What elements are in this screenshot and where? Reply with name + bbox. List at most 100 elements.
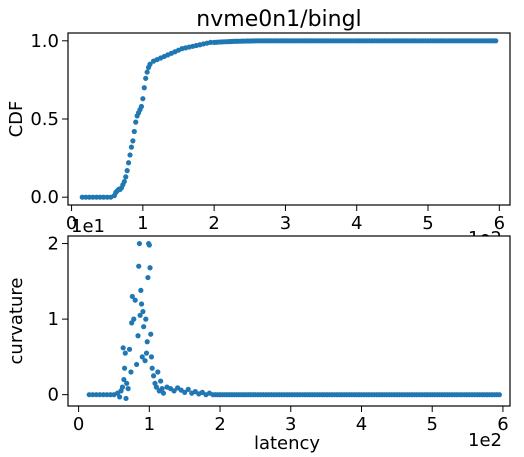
cdf-point xyxy=(251,38,258,44)
cdf-x-tick-label: 5 xyxy=(422,213,433,234)
cdf-point xyxy=(216,39,222,45)
curvature-point xyxy=(137,312,143,318)
cdf-y-tick-label: 0.0 xyxy=(30,187,59,208)
curvature-point xyxy=(299,392,305,398)
curvature-point xyxy=(155,369,161,375)
cdf-point xyxy=(121,178,127,185)
curvature-point xyxy=(145,274,151,281)
cdf-point xyxy=(90,194,96,200)
cdf-point xyxy=(79,194,85,200)
curvature-x-tick-label: 0 xyxy=(73,414,84,435)
curvature-point xyxy=(136,240,143,247)
curvature-x-tick-label: 4 xyxy=(356,414,367,435)
cdf-point xyxy=(223,39,229,45)
curvature-point xyxy=(147,265,153,271)
curvature-point xyxy=(215,392,221,398)
cdf-point xyxy=(133,119,139,125)
curvature-x-tick-label: 2 xyxy=(214,414,225,435)
cdf-point xyxy=(387,38,393,44)
curvature-point xyxy=(150,373,157,379)
cdf-point xyxy=(138,103,145,110)
curvature-x-ticks: 0 1 2 3 4 5 6 xyxy=(73,406,509,435)
curvature-point xyxy=(146,242,152,248)
cdf-y-axis-label: CDF xyxy=(6,101,27,138)
curvature-point xyxy=(356,392,362,398)
curvature-point xyxy=(159,386,165,392)
cdf-x-ticks: 0 1 2 3 4 5 6 xyxy=(66,205,505,234)
cdf-point xyxy=(230,38,236,44)
curvature-point xyxy=(148,331,154,337)
cdf-point xyxy=(266,38,272,44)
cdf-y-tick-label: 1.0 xyxy=(30,31,59,52)
curvature-point xyxy=(158,378,164,384)
curvature-point xyxy=(121,365,128,371)
curvature-y-axis-label: curvature xyxy=(6,278,27,365)
cdf-point xyxy=(124,168,130,174)
curvature-y-tick-label: 1 xyxy=(48,309,59,330)
cdf-point xyxy=(141,85,147,91)
curvature-point xyxy=(153,384,159,390)
curvature-point xyxy=(271,392,277,398)
chart-title: nvme0n1/bingl xyxy=(196,7,361,32)
cdf-point xyxy=(458,38,464,44)
cdf-y-ticks: 0.0 0.5 1.0 xyxy=(30,31,68,208)
cdf-point xyxy=(125,160,132,166)
curvature-y-ticks: 0 1 2 xyxy=(48,234,68,406)
curvature-point xyxy=(125,386,131,392)
curvature-panel: 0 1 2 3 4 5 6 0 1 2 curvature latency 1e2 xyxy=(6,234,511,454)
cdf-point xyxy=(104,194,110,200)
curvature-point xyxy=(124,380,130,386)
cdf-point xyxy=(143,75,149,81)
curvature-point xyxy=(149,365,155,371)
curvature-point xyxy=(138,301,145,307)
curvature-point xyxy=(138,287,144,293)
curvature-point xyxy=(229,392,235,398)
cdf-x-tick-label: 1 xyxy=(137,213,148,234)
cdf-point xyxy=(140,96,146,102)
curvature-point xyxy=(122,350,128,356)
cdf-point xyxy=(93,194,100,200)
cdf-point xyxy=(101,194,107,200)
curvature-point xyxy=(117,394,123,400)
cdf-point xyxy=(490,38,496,44)
curvature-point xyxy=(148,354,155,360)
curvature-point xyxy=(182,389,188,395)
curvature-y-tick-label: 0 xyxy=(48,385,59,406)
curvature-point xyxy=(129,320,135,326)
curvature-point xyxy=(136,263,142,269)
cdf-point xyxy=(131,128,137,135)
cdf-points xyxy=(79,38,499,200)
curvature-point xyxy=(142,358,148,364)
cdf-x-tick-label: 6 xyxy=(494,213,505,234)
cdf-x-tick-label: 4 xyxy=(351,213,362,234)
cdf-point xyxy=(130,138,136,144)
cdf-point xyxy=(422,38,429,44)
curvature-point xyxy=(131,316,137,322)
curvature-point xyxy=(143,316,149,322)
curvature-point xyxy=(128,369,134,375)
cdf-point xyxy=(127,152,133,158)
curvature-point xyxy=(160,390,167,396)
curvature-point xyxy=(140,308,146,315)
curvature-x-tick-label: 1 xyxy=(144,414,155,435)
curvature-point xyxy=(139,354,145,360)
cdf-point xyxy=(351,38,357,44)
cdf-y-tick-label: 0.5 xyxy=(30,109,59,130)
cdf-point xyxy=(144,69,150,75)
curvature-point xyxy=(250,392,256,398)
x-axis-label: latency xyxy=(254,433,320,454)
cdf-point xyxy=(123,174,129,180)
curvature-x-offset-label: 1e2 xyxy=(468,430,502,451)
curvature-point xyxy=(144,339,150,345)
cdf-point xyxy=(207,39,214,45)
cdf-point xyxy=(237,38,243,44)
cdf-x-tick-label: 3 xyxy=(280,213,291,234)
curvature-point xyxy=(143,350,150,356)
cdf-point xyxy=(280,38,286,44)
curvature-point xyxy=(126,346,133,352)
cdf-point xyxy=(323,38,329,44)
curvature-point xyxy=(236,392,242,398)
cdf-x-tick-label: 2 xyxy=(208,213,219,234)
